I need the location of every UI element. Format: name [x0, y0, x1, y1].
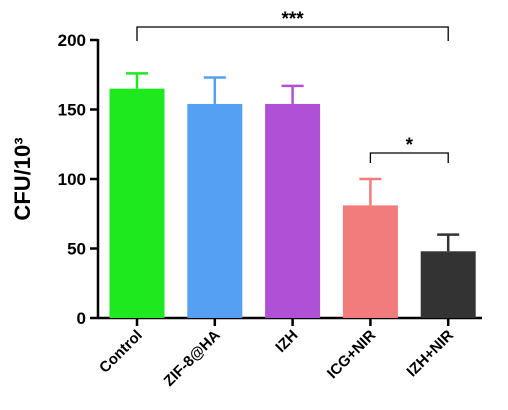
x-tick-label: ICG+NIR	[324, 327, 379, 382]
x-tick-label: IZH	[272, 327, 301, 356]
bar	[109, 88, 165, 319]
y-tick-label: 150	[58, 101, 86, 120]
y-tick-label: 0	[77, 309, 86, 328]
y-tick-label: 100	[58, 170, 86, 189]
x-tick-label: IZH+NIR	[403, 327, 457, 381]
significance-label: ***	[282, 9, 305, 30]
bar	[342, 205, 398, 318]
x-tick-label: ZIF-8@HA	[161, 327, 224, 390]
y-axis-label: CFU/10³	[10, 137, 35, 220]
bar	[420, 251, 476, 318]
significance-label: *	[406, 135, 414, 156]
significance-bracket	[369, 152, 449, 163]
y-tick-label: 50	[67, 240, 86, 259]
significance-bracket	[136, 26, 449, 41]
y-tick-label: 200	[58, 31, 86, 50]
bar	[187, 103, 243, 318]
bar	[265, 103, 321, 318]
x-tick-label: Control	[96, 327, 146, 377]
